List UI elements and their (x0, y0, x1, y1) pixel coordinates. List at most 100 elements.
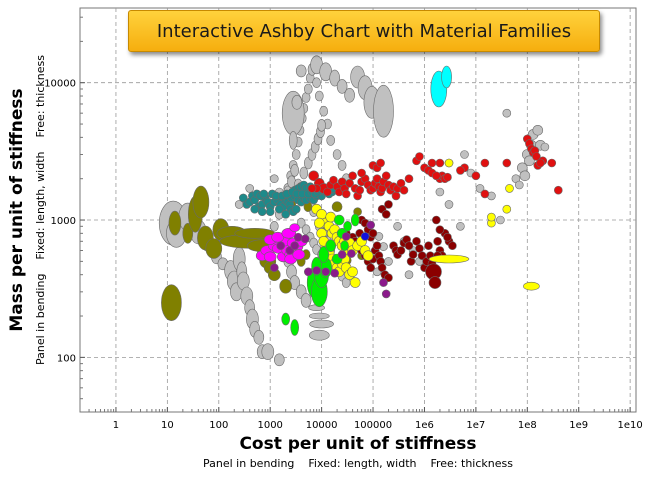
material-bubble-red[interactable] (480, 158, 490, 168)
material-bubble-grey[interactable] (519, 170, 531, 182)
material-bubble-red[interactable] (341, 189, 351, 199)
material-bubble-green[interactable] (325, 239, 337, 252)
family-red[interactable] (307, 134, 563, 201)
material-bubble-red[interactable] (431, 171, 441, 181)
material-bubble-darkred[interactable] (415, 244, 424, 253)
material-bubble-grey[interactable] (435, 187, 445, 197)
material-bubble-grey[interactable] (288, 131, 298, 150)
material-bubble-grey[interactable] (373, 84, 394, 138)
material-bubble-purple[interactable] (293, 232, 303, 242)
material-bubble-darkred[interactable] (381, 210, 391, 219)
material-bubble-magenta[interactable] (263, 251, 277, 263)
material-bubble-yellow[interactable] (349, 277, 361, 288)
material-bubble-grey[interactable] (404, 270, 414, 280)
material-bubble-grey[interactable] (314, 90, 324, 102)
material-bubble-grey[interactable] (540, 142, 550, 152)
material-bubble-green[interactable] (343, 221, 352, 232)
material-bubble-grey[interactable] (444, 200, 454, 209)
material-bubble-darkred[interactable] (431, 215, 441, 225)
material-bubble-olive[interactable] (182, 223, 194, 244)
material-bubble-grey[interactable] (317, 119, 326, 132)
material-bubble-darkred[interactable] (366, 263, 376, 273)
material-bubble-purple[interactable] (300, 234, 310, 244)
material-bubble-yellow[interactable] (313, 217, 325, 229)
material-bubble-darkred[interactable] (396, 246, 406, 255)
material-bubble-purple[interactable] (321, 267, 331, 277)
material-bubble-red[interactable] (480, 189, 490, 199)
material-bubble-red[interactable] (415, 152, 424, 161)
material-bubble-darkred[interactable] (384, 200, 393, 209)
material-bubble-red[interactable] (471, 171, 481, 181)
material-bubble-grey[interactable] (496, 215, 505, 225)
material-bubble-red[interactable] (329, 175, 338, 185)
material-bubble-green[interactable] (281, 312, 291, 326)
material-bubble-grey[interactable] (460, 150, 469, 159)
material-bubble-olive[interactable] (205, 238, 223, 259)
material-bubble-grey[interactable] (502, 108, 512, 118)
material-bubble-purple[interactable] (303, 267, 313, 277)
material-bubble-teal[interactable] (281, 210, 291, 219)
material-bubble-purple[interactable] (330, 268, 340, 278)
material-bubble-purple[interactable] (290, 241, 300, 250)
material-bubble-grey[interactable] (303, 83, 313, 95)
material-bubble-darkred[interactable] (368, 229, 378, 238)
material-bubble-grey[interactable] (332, 149, 342, 160)
material-bubble-red[interactable] (357, 168, 366, 178)
material-bubble-purple[interactable] (337, 250, 347, 259)
material-bubble-grey[interactable] (329, 69, 341, 87)
material-bubble-red[interactable] (399, 185, 409, 195)
material-bubble-darkred[interactable] (412, 237, 421, 246)
material-bubble-purple[interactable] (379, 278, 388, 287)
material-bubble-yellow[interactable] (316, 209, 327, 220)
material-bubble-purple[interactable] (341, 232, 351, 241)
material-bubble-red[interactable] (502, 158, 512, 168)
material-bubble-grey[interactable] (456, 222, 465, 231)
material-bubble-darkred[interactable] (448, 241, 457, 250)
material-bubble-yellow[interactable] (362, 250, 374, 261)
material-bubble-grey[interactable] (532, 125, 544, 136)
material-bubble-grey[interactable] (269, 221, 279, 232)
material-bubble-purple[interactable] (269, 263, 279, 273)
material-bubble-cyan[interactable] (441, 65, 452, 89)
material-bubble-grey[interactable] (245, 184, 254, 193)
material-bubble-red[interactable] (307, 184, 317, 193)
material-bubble-red[interactable] (427, 158, 437, 168)
material-bubble-yellow[interactable] (523, 281, 540, 291)
material-bubble-grey[interactable] (291, 95, 303, 110)
material-bubble-purple[interactable] (381, 289, 391, 299)
material-bubble-yellow[interactable] (487, 212, 496, 222)
material-bubble-teal[interactable] (250, 204, 259, 214)
material-bubble-grey[interactable] (308, 312, 330, 320)
material-bubble-yellow[interactable] (444, 158, 454, 168)
material-bubble-red[interactable] (532, 152, 541, 161)
material-bubble-red[interactable] (391, 191, 401, 201)
material-bubble-teal[interactable] (291, 204, 301, 214)
material-bubble-olive[interactable] (279, 278, 293, 294)
material-bubble-darkred[interactable] (435, 225, 445, 234)
material-bubble-red[interactable] (536, 158, 545, 168)
material-bubble-grey[interactable] (337, 160, 347, 171)
material-bubble-red[interactable] (435, 158, 445, 168)
material-bubble-darkred[interactable] (443, 232, 452, 242)
material-bubble-teal[interactable] (265, 207, 275, 216)
material-bubble-green[interactable] (340, 240, 349, 251)
material-bubble-grey[interactable] (326, 135, 336, 146)
material-bubble-olive[interactable] (192, 185, 210, 219)
family-blue[interactable] (360, 232, 370, 241)
material-bubble-teal[interactable] (257, 207, 267, 216)
material-bubbles[interactable] (158, 55, 563, 367)
material-bubble-grey[interactable] (299, 166, 309, 180)
material-bubble-grey[interactable] (393, 222, 402, 231)
material-bubble-green[interactable] (350, 213, 360, 227)
material-bubble-darkred[interactable] (433, 237, 442, 246)
material-bubble-teal[interactable] (239, 193, 248, 203)
material-bubble-olive[interactable] (161, 284, 182, 322)
material-bubble-yellow[interactable] (428, 254, 470, 264)
material-bubble-magenta[interactable] (292, 249, 306, 260)
material-bubble-darkred[interactable] (372, 241, 382, 250)
material-bubble-red[interactable] (345, 179, 354, 188)
material-bubble-grey[interactable] (295, 64, 307, 78)
material-bubble-olive[interactable] (331, 201, 343, 212)
material-bubble-darkred[interactable] (428, 276, 442, 289)
